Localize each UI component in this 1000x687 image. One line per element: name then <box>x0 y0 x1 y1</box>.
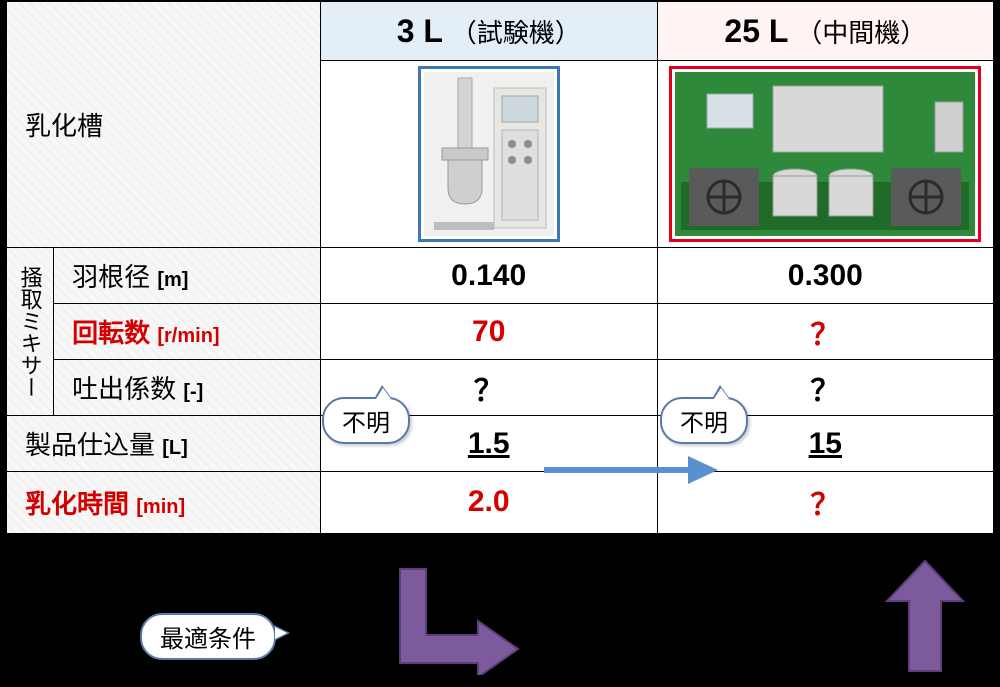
col-header-25l-note: （中間機） <box>796 18 926 48</box>
cell-image-3l <box>320 61 657 248</box>
val-blade-3l: 0.140 <box>320 248 657 304</box>
callout-unknown-3l: 不明 <box>322 397 410 444</box>
col-header-3l-note: （試験機） <box>451 18 581 48</box>
row-label-rpm-text: 回転数 <box>72 318 150 348</box>
arrow-scaleup-up-icon <box>880 557 970 677</box>
row-charge: 製品仕込量 [L] 1.5 15 <box>6 416 994 472</box>
row-label-rpm: 回転数 [r/min] <box>54 304 321 360</box>
row-coeff: 吐出係数 [-] ？ ？ <box>6 360 994 416</box>
col-header-3l-size: 3 L <box>397 13 443 49</box>
row-label-charge-unit: [L] <box>162 437 188 459</box>
callout-best: 最適条件 <box>140 613 276 660</box>
cell-image-25l <box>657 61 994 248</box>
row-label-coeff: 吐出係数 [-] <box>54 360 321 416</box>
col-header-25l-size: 25 L <box>724 13 788 49</box>
row-time: 乳化時間 [min] 2.0 ？ <box>6 472 994 534</box>
header-row: 乳化槽 3 L （試験機） 25 L （中間機） <box>6 1 994 61</box>
row-label-blade: 羽根径 [m] <box>54 248 321 304</box>
machine-3l-frame <box>418 66 560 242</box>
row-label-tank-text: 乳化槽 <box>25 111 103 141</box>
row-label-blade-unit: [m] <box>157 269 188 291</box>
row-label-time-text: 乳化時間 <box>25 489 129 519</box>
callout-unknown-3l-text: 不明 <box>342 410 390 437</box>
comparison-table: 乳化槽 3 L （試験機） 25 L （中間機） <box>5 0 995 535</box>
machine-3l-icon <box>424 72 554 236</box>
row-label-charge: 製品仕込量 [L] <box>6 416 320 472</box>
arrow-scaleup-right-icon <box>390 565 520 675</box>
row-label-rpm-unit: [r/min] <box>157 325 219 347</box>
col-header-25l: 25 L （中間機） <box>657 1 994 61</box>
val-rpm-3l: 70 <box>320 304 657 360</box>
row-label-time-unit: [min] <box>136 496 185 518</box>
callout-unknown-25l: 不明 <box>660 397 748 444</box>
row-label-blade-text: 羽根径 <box>72 262 150 292</box>
row-group-mixer: 掻取ミキサー <box>6 248 54 416</box>
val-rpm-25l: ？ <box>657 304 994 360</box>
machine-25l-icon <box>675 72 975 236</box>
row-label-charge-text: 製品仕込量 <box>25 430 155 460</box>
callout-best-text: 最適条件 <box>160 626 256 653</box>
row-label-time: 乳化時間 [min] <box>6 472 320 534</box>
row-rpm: 回転数 [r/min] 70 ？ <box>6 304 994 360</box>
val-blade-25l: 0.300 <box>657 248 994 304</box>
machine-25l-frame <box>669 66 981 242</box>
row-blade: 掻取ミキサー 羽根径 [m] 0.140 0.300 <box>6 248 994 304</box>
row-label-coeff-unit: [-] <box>183 381 203 403</box>
row-group-mixer-text: 掻取ミキサー <box>18 266 43 398</box>
arrow-charge-right-icon <box>540 450 720 490</box>
row-label-coeff-text: 吐出係数 <box>72 374 176 404</box>
callout-unknown-25l-text: 不明 <box>680 410 728 437</box>
row-label-tank: 乳化槽 <box>6 1 320 248</box>
col-header-3l: 3 L （試験機） <box>320 1 657 61</box>
